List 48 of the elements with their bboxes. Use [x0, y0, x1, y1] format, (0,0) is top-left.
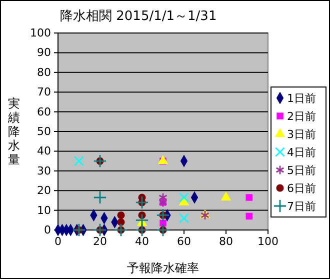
point: [72, 223, 86, 237]
x-tick-label: 100: [258, 234, 278, 248]
point: [158, 192, 168, 202]
y-tick-label: 0: [44, 224, 51, 237]
y-tick-label: 90: [37, 46, 51, 60]
point: [135, 196, 149, 210]
point: [246, 194, 252, 201]
y-tick-label: 70: [37, 86, 51, 99]
y-tick-label: 20: [37, 184, 51, 198]
legend-label: 1日前: [287, 92, 316, 105]
legend-label: 7日前: [287, 200, 316, 213]
point: [93, 190, 107, 204]
y-tick-label: 40: [37, 144, 51, 158]
x-tick-label: 0: [54, 234, 62, 248]
x-tick-label: 60: [177, 234, 191, 248]
legend-label: 6日前: [287, 182, 316, 195]
chart-title: 降水相関 2015/1/1～1/31: [60, 9, 217, 24]
point: [246, 212, 252, 220]
point: [158, 155, 168, 164]
point: [93, 154, 107, 168]
legend-label: 4日前: [287, 146, 316, 159]
point: [135, 213, 149, 227]
y-tick-label: 60: [37, 105, 51, 118]
legend-label: 2日前: [287, 110, 316, 123]
y-tick-label: 10: [37, 204, 51, 217]
point: [179, 192, 189, 202]
x-tick-label: 80: [219, 234, 233, 248]
y-tick-label: 30: [37, 164, 51, 178]
point: [114, 223, 128, 237]
point: [117, 211, 125, 220]
y-tick-label: 80: [37, 66, 51, 79]
point: [160, 220, 166, 226]
point: [74, 156, 84, 166]
point: [179, 213, 189, 224]
y-axis-title: 実績降水量: [7, 96, 20, 166]
y-tick-label: 50: [37, 125, 51, 138]
point: [220, 192, 232, 200]
point: [156, 223, 170, 237]
x-tick-label: 40: [135, 234, 149, 248]
legend-label: 3日前: [287, 128, 316, 141]
legend-label: 5日前: [287, 164, 316, 177]
x-tick-label: 20: [93, 234, 107, 248]
point: [93, 223, 107, 237]
y-tick-label: 100: [30, 26, 51, 40]
point: [117, 218, 125, 226]
point: [135, 223, 149, 237]
x-axis-title: 予報降水確率: [127, 261, 199, 275]
point: [156, 208, 170, 222]
